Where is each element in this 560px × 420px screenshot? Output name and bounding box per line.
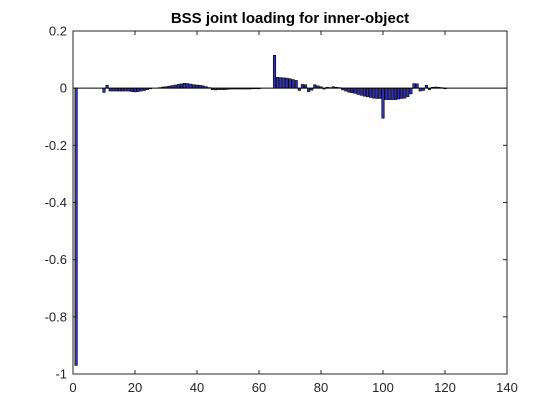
bar	[288, 78, 292, 89]
bar	[384, 87, 388, 100]
x-tick-label: 40	[190, 380, 204, 395]
y-axis: 0.2 0 -0.2 -0.4 -0.6 -0.8 -1	[45, 24, 507, 382]
bar	[409, 87, 413, 95]
bar	[387, 87, 391, 100]
bar	[365, 87, 370, 98]
x-tick-label: 60	[252, 380, 266, 395]
bar	[390, 87, 394, 100]
bar	[313, 84, 317, 89]
bar	[381, 87, 385, 119]
y-tick-label: -0.6	[45, 252, 67, 267]
bar	[400, 87, 404, 99]
x-tick-label: 0	[69, 380, 76, 395]
bar	[347, 87, 351, 93]
y-tick-label: -0.8	[45, 309, 67, 324]
bar	[136, 87, 140, 92]
bar	[393, 87, 397, 100]
bar	[102, 87, 106, 93]
x-tick-label: 140	[496, 380, 518, 395]
bar	[353, 87, 357, 94]
y-tick-label: 0	[60, 81, 67, 96]
bar	[356, 87, 360, 95]
y-tick-label: 0.2	[49, 24, 67, 39]
bar	[279, 77, 283, 89]
x-axis: 0 20 40 60 80 100 120 140	[69, 31, 518, 395]
bar	[285, 77, 289, 89]
y-tick-label: -0.4	[45, 195, 67, 210]
bar	[291, 79, 295, 89]
bar	[369, 87, 373, 98]
bar	[359, 87, 363, 96]
bar	[412, 83, 416, 89]
bar	[176, 84, 180, 89]
x-tick-label: 100	[372, 380, 394, 395]
bar	[192, 84, 196, 89]
bar	[396, 87, 401, 100]
bar	[186, 83, 190, 89]
bar	[375, 87, 379, 99]
bar	[403, 87, 407, 99]
bar	[307, 87, 311, 92]
bar	[362, 87, 366, 97]
bar	[415, 83, 419, 89]
y-tick-label: -1	[55, 367, 67, 382]
x-tick-label: 120	[434, 380, 456, 395]
bar	[189, 83, 193, 89]
bar	[272, 54, 277, 89]
bar	[282, 77, 286, 89]
bar	[300, 84, 304, 89]
bar	[378, 87, 382, 99]
x-tick-label: 80	[314, 380, 328, 395]
bar	[303, 84, 308, 89]
bar	[133, 87, 137, 93]
bar	[406, 87, 410, 98]
x-tick-label: 20	[128, 380, 142, 395]
bar	[74, 87, 78, 366]
chart-title: BSS joint loading for inner-object	[171, 10, 409, 27]
bar	[294, 80, 298, 89]
bar	[350, 87, 354, 94]
y-tick-label: -0.2	[45, 138, 67, 153]
bar	[179, 83, 184, 89]
bar	[183, 83, 187, 89]
bar	[372, 87, 376, 99]
bar	[130, 87, 134, 92]
bar	[276, 77, 280, 89]
